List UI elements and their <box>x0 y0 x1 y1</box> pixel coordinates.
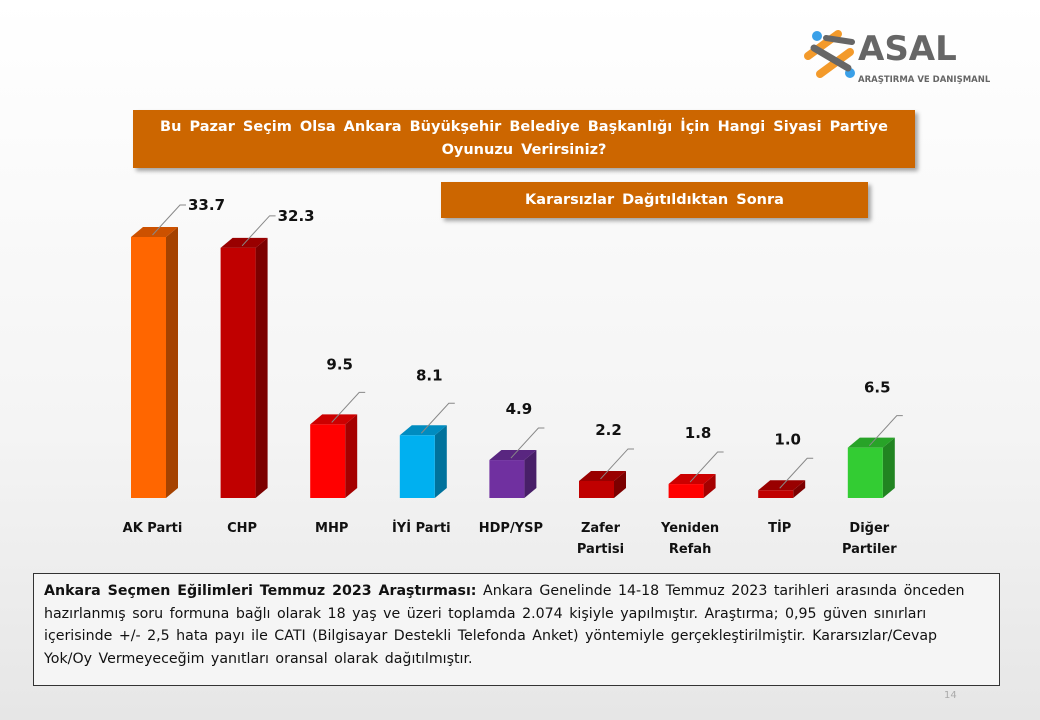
leader-line <box>420 402 455 434</box>
bar-top <box>489 450 537 461</box>
bar-1 <box>220 237 268 499</box>
leader-line <box>779 457 814 489</box>
value-label: 32.3 <box>278 207 315 225</box>
bar-top <box>399 425 447 436</box>
bar-side <box>703 474 716 498</box>
bar-side <box>524 450 537 498</box>
bar-front <box>220 247 256 498</box>
category-label: Yeniden <box>660 521 719 536</box>
leader-line <box>241 215 276 247</box>
bar-front <box>847 447 883 498</box>
bar-8 <box>847 437 895 498</box>
value-label: 2.2 <box>595 421 622 439</box>
bar-front <box>579 480 614 498</box>
bar-top <box>579 470 626 481</box>
bar-5 <box>579 470 626 498</box>
bar-front <box>668 484 704 498</box>
bar-side <box>882 437 895 498</box>
value-label: 33.7 <box>188 196 225 214</box>
leader-line <box>868 415 903 446</box>
bar-top <box>847 437 895 448</box>
note-heading: Ankara Seçmen Eğilimleri Temmuz 2023 Ara… <box>44 583 477 599</box>
bar-side <box>793 480 806 498</box>
page-number: 14 <box>944 690 957 701</box>
value-label: 4.9 <box>506 400 533 418</box>
bar-front <box>131 237 166 498</box>
logo-brand: ASAL <box>858 29 957 69</box>
category-label: HDP/YSP <box>479 521 543 536</box>
bar-2 <box>310 414 358 498</box>
methodology-note: Ankara Seçmen Eğilimleri Temmuz 2023 Ara… <box>33 573 1000 686</box>
leader-line <box>510 427 545 459</box>
bar-top <box>310 414 358 425</box>
bar-side <box>614 470 626 498</box>
leader-line <box>600 448 634 480</box>
bar-chart: 33.7 AK Parti 32.3 CHP 9.5 MHP 8.1 İYİ Parti 4.9… <box>123 196 903 557</box>
bar-side <box>166 227 178 498</box>
bar-0 <box>131 227 178 498</box>
leader-line <box>331 391 366 423</box>
subtitle-banner: Kararsızlar Dağıtıldıktan Sonra <box>441 182 868 218</box>
category-label: AK Parti <box>123 521 183 536</box>
bar-side <box>255 237 268 499</box>
category-label: CHP <box>227 521 257 536</box>
note-text: Ankara Genelinde 14-18 Temmuz 2023 tarih… <box>44 583 965 667</box>
value-label: 6.5 <box>864 379 891 397</box>
bar-front <box>758 490 794 498</box>
category-label: Partisi <box>577 542 624 557</box>
bar-front <box>310 424 346 498</box>
bar-4 <box>489 450 537 498</box>
bar-7 <box>758 480 806 498</box>
category-label: Diğer <box>849 521 889 536</box>
leader-line <box>689 451 724 483</box>
bar-top <box>668 474 716 485</box>
bar-3 <box>399 425 447 498</box>
bar-6 <box>668 474 716 498</box>
logo-tagline: ARAŞTIRMA VE DANIŞMANLIK <box>858 75 990 85</box>
leader-line <box>152 204 186 236</box>
bar-front <box>489 460 525 498</box>
category-label: TİP <box>768 520 791 536</box>
category-label: MHP <box>315 521 348 536</box>
bar-top <box>131 227 178 237</box>
category-label: Zafer <box>581 521 621 536</box>
category-label: İYİ Parti <box>392 520 451 536</box>
bar-side <box>345 414 358 498</box>
value-label: 1.8 <box>685 424 712 442</box>
question-text: Bu Pazar Seçim Olsa Ankara Büyükşehir Be… <box>160 119 888 158</box>
question-banner: Bu Pazar Seçim Olsa Ankara Büyükşehir Be… <box>133 110 915 168</box>
category-label: Partiler <box>842 542 897 557</box>
category-label: Refah <box>669 542 712 557</box>
value-label: 8.1 <box>416 366 443 384</box>
value-label: 1.0 <box>774 430 801 448</box>
bar-front <box>399 435 435 498</box>
bar-top <box>758 480 806 491</box>
bar-side <box>434 425 447 498</box>
asal-logo: ASAL ARAŞTIRMA VE DANIŞMANLIK <box>804 29 990 85</box>
value-label: 9.5 <box>326 355 353 373</box>
bar-top <box>220 237 268 248</box>
